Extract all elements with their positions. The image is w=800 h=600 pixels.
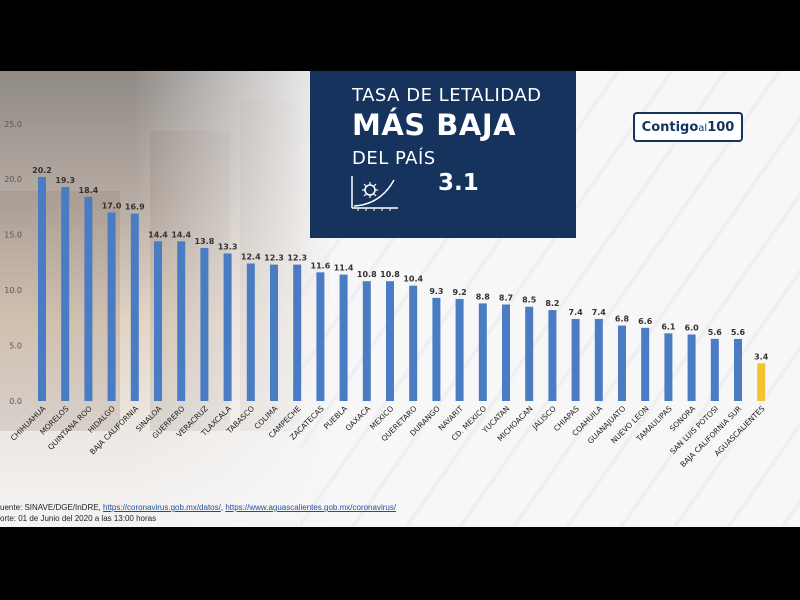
bar-value-label: 12.3 bbox=[264, 254, 284, 263]
bar bbox=[525, 306, 534, 401]
bar bbox=[339, 274, 348, 401]
bar-value-label: 11.4 bbox=[334, 264, 354, 273]
y-tick-label: 0.0 bbox=[9, 397, 22, 406]
bar bbox=[455, 298, 464, 401]
y-tick-label: 5.0 bbox=[9, 342, 22, 351]
footer-link-gob[interactable]: https://coronavirus.gob.mx/datos/ bbox=[103, 503, 221, 512]
bar-value-label: 20.2 bbox=[32, 166, 52, 175]
bar bbox=[432, 297, 441, 401]
bar-value-label: 8.5 bbox=[522, 296, 537, 305]
bar-value-label: 6.1 bbox=[661, 322, 676, 331]
y-tick-label: 15.0 bbox=[4, 231, 22, 240]
bar bbox=[84, 196, 93, 401]
bar bbox=[594, 318, 603, 401]
headline-line2: MÁS BAJA bbox=[352, 108, 517, 142]
bar bbox=[270, 264, 278, 401]
bar-value-label: 13.8 bbox=[195, 237, 215, 246]
bar-value-label: 3.4 bbox=[754, 352, 769, 361]
bar-value-label: 5.6 bbox=[731, 328, 746, 337]
bar bbox=[130, 213, 139, 401]
bar-value-label: 5.6 bbox=[708, 328, 723, 337]
bar-value-label: 12.4 bbox=[241, 252, 261, 261]
bar bbox=[200, 247, 209, 401]
logo-small-text: al bbox=[698, 122, 708, 134]
headline-value: 3.1 bbox=[438, 170, 479, 196]
y-tick-label: 20.0 bbox=[4, 175, 22, 184]
logo-text: Contigo bbox=[641, 119, 699, 135]
x-tick-label: OAXACA bbox=[344, 403, 373, 432]
x-tick-label: CHIHUAHUA bbox=[9, 403, 48, 442]
bar-value-label: 8.7 bbox=[499, 294, 513, 303]
bar-value-label: 6.8 bbox=[615, 315, 630, 324]
bar bbox=[107, 212, 116, 401]
bar bbox=[293, 264, 302, 401]
bar bbox=[246, 263, 255, 401]
bar bbox=[409, 285, 418, 401]
footer-source: uente: SINAVE/DGE/InDRE, https://coronav… bbox=[0, 503, 396, 512]
headline-line3: DEL PAÍS bbox=[352, 148, 436, 169]
bar-value-label: 12.3 bbox=[287, 254, 307, 263]
bar bbox=[757, 363, 766, 401]
bar bbox=[223, 253, 232, 401]
headline-panel: TASA DE LETALIDAD MÁS BAJA DEL PAÍS bbox=[310, 71, 576, 238]
bar bbox=[502, 304, 510, 401]
bar bbox=[38, 176, 46, 401]
bar bbox=[571, 318, 580, 401]
bar-value-label: 6.0 bbox=[685, 323, 700, 332]
bar bbox=[710, 338, 719, 401]
bar-value-label: 9.2 bbox=[453, 288, 467, 297]
bar-value-label: 14.4 bbox=[148, 230, 168, 239]
bar-value-label: 10.4 bbox=[403, 275, 423, 284]
bar bbox=[362, 281, 371, 401]
bar-value-label: 11.6 bbox=[311, 261, 331, 270]
bar-value-label: 13.3 bbox=[218, 243, 238, 252]
bar-value-label: 19.3 bbox=[55, 176, 75, 185]
y-tick-label: 25.0 bbox=[4, 120, 22, 129]
bar bbox=[386, 281, 394, 401]
contigo-al-100-logo: Contigoal100 bbox=[633, 112, 743, 142]
bar-value-label: 16.9 bbox=[125, 203, 145, 212]
bar-value-label: 8.8 bbox=[476, 292, 491, 301]
bar bbox=[548, 310, 557, 401]
virus-chart-icon bbox=[350, 174, 400, 216]
footer-source-prefix: uente: SINAVE/DGE/InDRE, bbox=[0, 503, 104, 512]
bar-value-label: 7.4 bbox=[592, 308, 607, 317]
bar bbox=[61, 186, 70, 401]
bar bbox=[316, 272, 325, 401]
footer-link-ags[interactable]: https://www.aguascalientes.gob.mx/corona… bbox=[225, 503, 397, 512]
bar bbox=[177, 241, 186, 401]
bar-value-label: 6.6 bbox=[638, 317, 653, 326]
bar-value-label: 18.4 bbox=[79, 186, 99, 195]
bar bbox=[641, 327, 650, 401]
bar-chart: 0.05.010.015.020.025.020.2CHIHUAHUA19.3M… bbox=[4, 120, 769, 469]
bar bbox=[618, 325, 626, 401]
bar-value-label: 14.4 bbox=[171, 230, 191, 239]
bar bbox=[664, 333, 673, 401]
bar bbox=[478, 303, 487, 401]
bar-value-label: 10.8 bbox=[357, 270, 377, 279]
footer-separator: , bbox=[220, 503, 226, 512]
bar bbox=[734, 338, 742, 401]
bar-value-label: 9.3 bbox=[429, 287, 443, 296]
bar-value-label: 7.4 bbox=[569, 308, 584, 317]
headline-line1: TASA DE LETALIDAD bbox=[352, 85, 542, 106]
bar bbox=[154, 241, 162, 401]
bar-value-label: 17.0 bbox=[102, 201, 122, 210]
bar bbox=[687, 334, 696, 401]
y-tick-label: 10.0 bbox=[4, 286, 22, 295]
footer-report-date: orte: 01 de Junio del 2020 a las 13:00 h… bbox=[0, 514, 157, 523]
logo-number: 100 bbox=[707, 119, 735, 135]
bar-value-label: 10.8 bbox=[380, 270, 400, 279]
bar-value-label: 8.2 bbox=[545, 299, 559, 308]
